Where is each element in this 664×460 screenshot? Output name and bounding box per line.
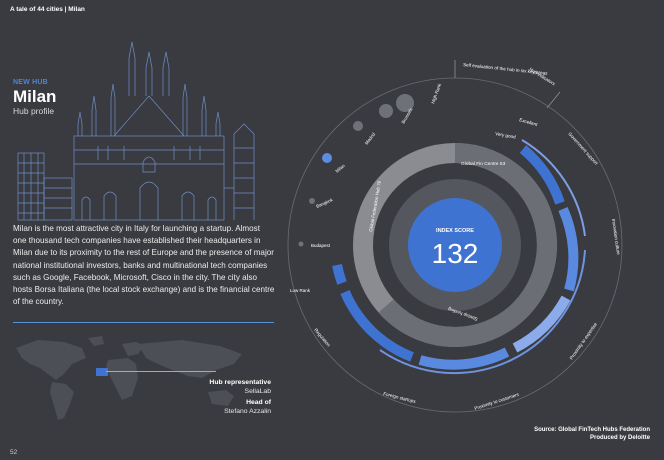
band-foreign bbox=[340, 289, 414, 362]
band-edge-1 bbox=[521, 139, 586, 237]
peer-label-bangkok: Bangkok bbox=[315, 197, 334, 209]
producer-line: Produced by Deloitte bbox=[589, 435, 650, 441]
inner-dark-arc bbox=[378, 143, 557, 347]
hub-representative-value: SellaLab bbox=[244, 388, 271, 395]
head-of-label: Head of bbox=[246, 399, 271, 406]
peer-dot-budapest bbox=[298, 241, 304, 247]
excellent-label: Excellent bbox=[519, 117, 539, 127]
global-fin-centre-label: Global Fin Centre 53 bbox=[461, 161, 506, 167]
low-rank-label: Low Rank bbox=[290, 288, 311, 293]
report-header: A tale of 44 cities | Milan bbox=[10, 6, 85, 13]
peer-dot-madrid bbox=[353, 121, 363, 131]
band-expertise bbox=[512, 295, 571, 353]
high-rank-label: High Rank bbox=[430, 82, 442, 104]
section-divider bbox=[13, 322, 274, 323]
hub-description: Milan is the most attractive city in Ita… bbox=[13, 224, 275, 307]
band-government bbox=[519, 145, 565, 205]
peer-label-budapest: Budapest bbox=[311, 243, 331, 248]
band-customers bbox=[418, 347, 510, 370]
band-regulation-tail bbox=[332, 263, 347, 285]
page-number: 52 bbox=[10, 449, 18, 456]
hub-profile-subtitle: Hub profile bbox=[13, 106, 55, 116]
peer-dot-high bbox=[379, 104, 393, 118]
peer-dot-milan bbox=[322, 153, 332, 163]
city-title: Milan bbox=[13, 87, 57, 106]
band-edge-2 bbox=[379, 249, 586, 375]
area-government-support: Government support bbox=[567, 131, 599, 166]
area-innovation-culture: Innovation culture bbox=[611, 218, 621, 255]
cathedral-illustration bbox=[17, 41, 255, 221]
area-proximity-expertise: Proximity to expertise bbox=[569, 321, 599, 360]
location-marker-icon bbox=[96, 368, 108, 376]
source-line: Source: Global FinTech Hubs Federation bbox=[534, 427, 650, 433]
eval-ticks bbox=[454, 60, 561, 109]
world-map bbox=[16, 336, 242, 420]
index-score-label: INDEX SCORE bbox=[436, 228, 474, 234]
new-hub-kicker: NEW HUB bbox=[13, 79, 48, 86]
peer-dot-brussels bbox=[396, 94, 414, 112]
index-score-circle bbox=[408, 198, 502, 292]
head-of-value: Stefano Azzalin bbox=[224, 408, 271, 415]
hub-representative-label: Hub representative bbox=[209, 379, 271, 386]
index-score-value: 132 bbox=[432, 238, 479, 269]
band-innovation bbox=[558, 206, 579, 292]
very-good-label: Very good bbox=[495, 131, 517, 140]
peer-label-milan: Milan bbox=[334, 163, 346, 174]
pointer-line bbox=[106, 371, 216, 372]
peer-dot-bangkok bbox=[309, 198, 315, 204]
source-note: Source: Global FinTech Hubs Federation P… bbox=[534, 426, 650, 442]
peer-label-madrid: Madrid bbox=[364, 131, 377, 145]
